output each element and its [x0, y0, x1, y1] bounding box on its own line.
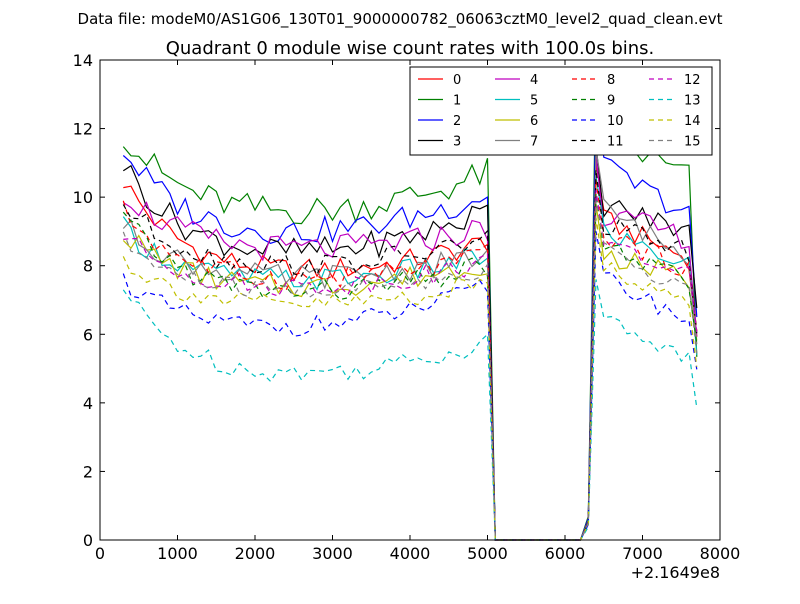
x-tick-label: 4000	[390, 544, 431, 563]
y-tick-label: 4	[83, 394, 93, 413]
legend-label-7: 7	[530, 135, 538, 150]
y-tick-label: 12	[73, 120, 93, 139]
x-tick-label: 1000	[157, 544, 198, 563]
y-tick-label: 0	[83, 531, 93, 550]
legend-label-8: 8	[607, 73, 615, 88]
x-tick-label: 2000	[235, 544, 276, 563]
legend-label-1: 1	[453, 94, 461, 109]
chart-suptitle: Data file: modeM0/AS1G06_130T01_90000007…	[78, 10, 723, 29]
series-line-14	[122, 217, 698, 541]
y-tick-label: 14	[73, 51, 93, 70]
series-line-7	[122, 149, 698, 541]
x-offset-label: +2.1649e8	[631, 563, 720, 582]
series-line-11	[122, 169, 698, 541]
legend-label-15: 15	[684, 135, 701, 150]
legend-label-10: 10	[607, 114, 624, 129]
series-line-13	[122, 279, 698, 541]
legend-label-3: 3	[453, 135, 461, 150]
legend-label-5: 5	[530, 94, 538, 109]
x-tick-label: 3000	[312, 544, 353, 563]
series-line-8	[122, 179, 698, 541]
chart-title: Quadrant 0 module wise count rates with …	[166, 38, 655, 59]
legend-label-11: 11	[607, 135, 624, 150]
series-line-10	[122, 231, 698, 541]
legend-label-14: 14	[684, 114, 701, 129]
x-tick-label: 6000	[545, 544, 586, 563]
legend-label-6: 6	[530, 114, 538, 129]
y-tick-label: 2	[83, 462, 93, 481]
y-tick-label: 10	[73, 188, 93, 207]
legend-label-2: 2	[453, 114, 461, 129]
series-line-9	[122, 193, 698, 541]
series-line-15	[122, 200, 698, 541]
legend-label-4: 4	[530, 73, 538, 88]
legend-label-0: 0	[453, 73, 461, 88]
series-line-5	[122, 176, 698, 541]
x-tick-label: 7000	[622, 544, 663, 563]
x-tick-label: 5000	[467, 544, 508, 563]
y-tick-label: 8	[83, 257, 93, 276]
legend-label-12: 12	[684, 73, 701, 88]
x-tick-label: 8000	[700, 544, 741, 563]
series-line-4	[122, 155, 698, 541]
legend-label-13: 13	[684, 94, 701, 109]
plot-area	[122, 66, 698, 541]
legend-label-9: 9	[607, 94, 615, 109]
axes: 0 1000 2000 3000 4000 5000 6000 7000 80000246810…	[73, 51, 741, 563]
y-tick-label: 6	[83, 325, 93, 344]
series-line-3	[122, 145, 698, 541]
x-tick-label: 0	[95, 544, 105, 563]
